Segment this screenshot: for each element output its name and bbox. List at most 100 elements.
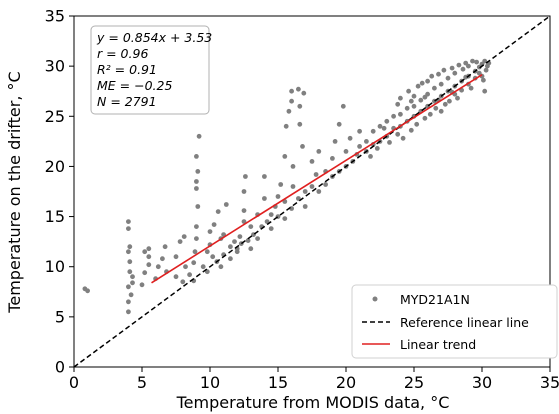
data-point xyxy=(194,154,199,159)
stat-count: N = 2791 xyxy=(97,94,157,109)
data-point xyxy=(449,65,455,71)
data-point xyxy=(286,108,292,114)
data-point xyxy=(215,209,221,215)
data-point xyxy=(452,70,458,76)
stat-equation: y = 0.854x + 3.53 xyxy=(96,30,212,45)
data-point xyxy=(387,140,392,145)
data-point xyxy=(255,236,260,242)
data-point xyxy=(248,246,254,252)
data-point xyxy=(248,224,254,230)
data-point xyxy=(282,154,288,159)
data-point xyxy=(422,115,428,121)
x-tick-label: 30 xyxy=(472,373,492,392)
data-point xyxy=(275,194,281,199)
data-point xyxy=(391,113,396,119)
data-point xyxy=(232,239,237,245)
data-point xyxy=(125,284,131,290)
y-tick-label: 20 xyxy=(45,157,65,176)
legend-label-reference: Reference linear line xyxy=(400,315,529,330)
data-point xyxy=(191,260,197,266)
data-point xyxy=(278,182,284,187)
data-point xyxy=(268,226,274,232)
data-point xyxy=(290,184,296,189)
plot-area: 0 5 10 15 20 25 30 35 0 5 10 15 20 25 30 35 xyxy=(45,7,559,393)
data-point xyxy=(160,256,165,262)
data-point xyxy=(381,125,387,131)
data-point xyxy=(309,184,315,189)
data-point xyxy=(296,86,301,92)
data-point xyxy=(130,280,135,286)
data-point xyxy=(300,144,305,149)
data-point xyxy=(438,81,444,87)
plot-frame xyxy=(73,15,551,368)
data-point xyxy=(290,164,296,169)
stat-r-squared: R² = 0.91 xyxy=(97,62,157,77)
data-point xyxy=(466,63,471,69)
data-point xyxy=(400,135,406,141)
data-point xyxy=(85,288,90,294)
data-point xyxy=(289,88,294,94)
stat-r: r = 0.96 xyxy=(97,46,148,61)
data-point xyxy=(432,85,437,91)
data-point xyxy=(395,131,401,137)
data-point xyxy=(125,226,131,232)
data-point xyxy=(282,216,288,222)
data-point xyxy=(456,62,462,68)
trend-line xyxy=(151,73,483,284)
data-point xyxy=(476,70,482,76)
data-point xyxy=(408,98,414,104)
data-point xyxy=(447,98,452,104)
data-point xyxy=(241,189,247,194)
data-point xyxy=(183,264,188,270)
data-point xyxy=(125,249,131,255)
data-point xyxy=(411,103,417,109)
x-tick-label: 10 xyxy=(200,373,220,392)
data-point xyxy=(243,174,248,179)
data-point xyxy=(377,123,383,129)
data-point xyxy=(441,67,447,73)
data-point xyxy=(433,105,439,111)
data-point xyxy=(283,123,289,129)
data-point xyxy=(302,189,308,194)
data-point xyxy=(130,274,135,280)
data-point xyxy=(418,97,424,103)
data-point xyxy=(427,111,433,117)
y-tick-label: 35 xyxy=(45,7,65,26)
data-point xyxy=(195,169,201,174)
data-point xyxy=(146,246,152,252)
y-tick-label: 15 xyxy=(45,207,65,226)
y-axis-label: Temperature on the drifter, °C xyxy=(5,71,24,313)
y-tick-label: 25 xyxy=(45,107,65,126)
data-point xyxy=(436,71,441,77)
data-point xyxy=(204,249,210,255)
legend-frame xyxy=(351,284,558,359)
data-point xyxy=(218,264,224,270)
x-tick-label: 25 xyxy=(404,373,424,392)
data-point xyxy=(125,219,131,225)
data-point xyxy=(470,58,475,64)
legend-label-trend: Linear trend xyxy=(400,337,476,352)
data-point xyxy=(162,244,168,250)
data-point xyxy=(139,282,145,288)
data-point xyxy=(142,270,148,276)
data-point xyxy=(196,133,202,139)
data-point xyxy=(127,259,133,265)
data-point xyxy=(194,224,199,230)
data-point xyxy=(364,139,369,144)
data-point xyxy=(374,146,380,151)
data-point xyxy=(200,264,206,270)
x-tick-label: 35 xyxy=(540,373,559,392)
data-point xyxy=(309,159,315,164)
data-point xyxy=(316,189,322,194)
data-point xyxy=(384,118,390,124)
data-point xyxy=(340,103,346,109)
x-axis-label: Temperature from MODIS data, °C xyxy=(176,393,450,412)
stats-box-frame xyxy=(90,25,210,115)
x-tick-label: 15 xyxy=(268,373,288,392)
y-tick-label: 10 xyxy=(45,257,65,276)
data-point xyxy=(313,172,319,177)
data-point xyxy=(125,299,131,305)
data-point xyxy=(228,256,233,262)
data-point xyxy=(223,202,229,207)
data-point xyxy=(127,244,133,250)
